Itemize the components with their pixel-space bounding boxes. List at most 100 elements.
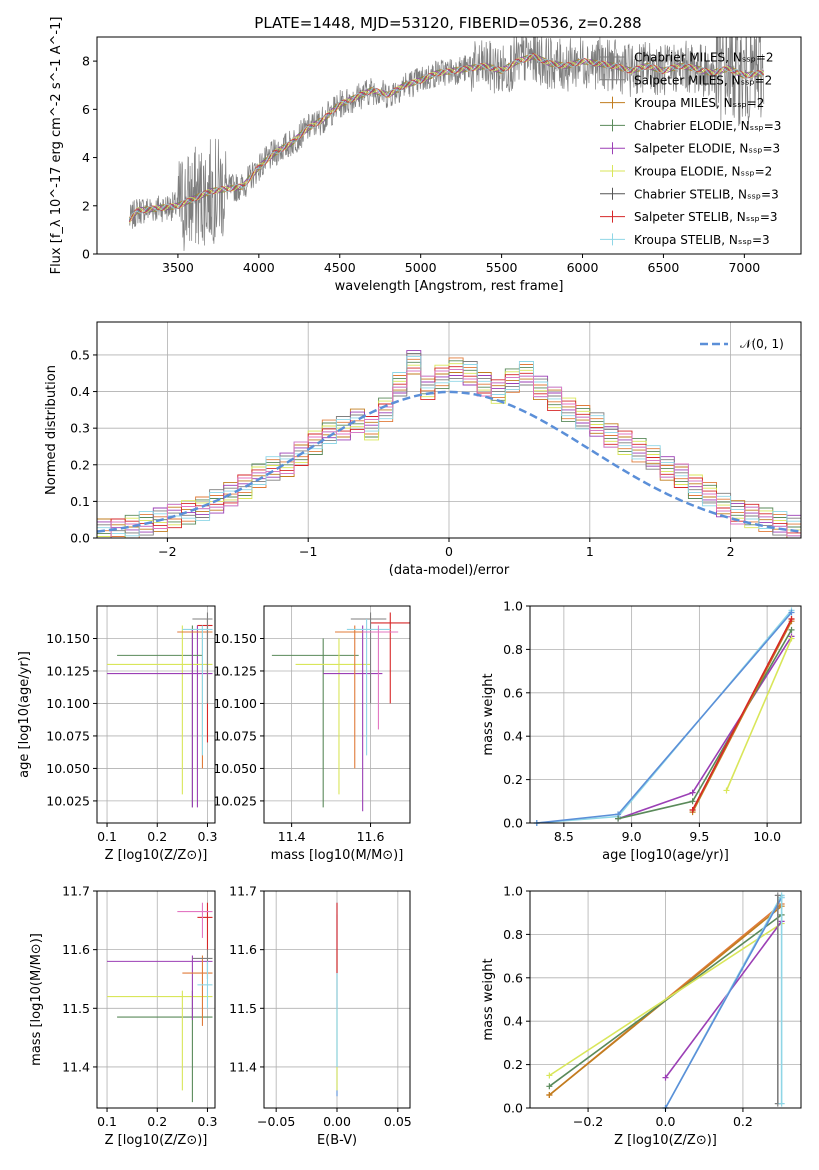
y-tick-label: 0.4 [503, 729, 523, 744]
panel-3: 0.1 0.2 0.3 10.025 10.050 10.075 10.100 10.125 1… [17, 605, 218, 863]
x-tick-label: 8.5 [554, 829, 574, 844]
x-tick-label: −0.2 [573, 1114, 603, 1129]
x-tick-label: 0.1 [97, 829, 117, 844]
x-tick-label: 0 [445, 544, 453, 559]
legend-entry: Chabrier MILES, Nₛₛₚ=2 [634, 51, 774, 65]
plot-area [546, 892, 785, 1111]
y-tick-label: 0.5 [70, 347, 90, 362]
x-tick-label: 0.2 [733, 1114, 753, 1129]
y-axis-label: mass [log10(M/M⊙)] [29, 933, 44, 1066]
x-tick-label: 0.3 [198, 1114, 218, 1129]
axes-frame [96, 605, 216, 824]
x-tick-label: −2 [158, 544, 176, 559]
y-tick-label: 11.7 [229, 884, 257, 899]
y-tick-label: 0.2 [503, 1057, 523, 1072]
histogram-step [96, 355, 801, 538]
y-tick-label: 0.2 [70, 457, 90, 472]
x-tick-label: 6500 [648, 260, 680, 275]
series-line [691, 620, 793, 813]
x-tick-label: 4500 [324, 260, 356, 275]
series-line [536, 609, 793, 824]
y-tick-label: 11.5 [229, 1001, 257, 1016]
legend-entry: Chabrier ELODIE, Nₛₛₚ=3 [634, 119, 781, 133]
legend-entry: Chabrier STELIB, Nₛₛₚ=3 [634, 187, 779, 201]
histogram-step [97, 369, 801, 539]
panel-8: −0.2 0.0 0.2 0.0 0.2 0.4 0.6 0.8 1.0 Z [log10(Z/Z… [481, 884, 802, 1148]
plot-area [107, 902, 213, 1103]
y-tick-label: 4 [82, 150, 90, 165]
y-tick-label: 11.4 [62, 1059, 90, 1074]
x-tick-label: 5500 [486, 260, 518, 275]
y-axis-label: mass weight [481, 958, 496, 1040]
series-marker [546, 1083, 553, 1090]
x-tick-label: 0.00 [323, 1114, 351, 1129]
x-tick-label: 2 [727, 544, 735, 559]
x-axis-label: Z [log10(Z/Z⊙)] [105, 848, 208, 863]
model-line [129, 53, 765, 222]
series-marker [615, 815, 622, 822]
x-tick-label: 1 [586, 544, 594, 559]
panel-6: 0.1 0.2 0.3 11.4 11.5 11.6 11.7 Z [log10(Z/Z⊙)]… [29, 884, 217, 1149]
y-tick-label: 11.6 [62, 942, 90, 957]
legend-entry: 𝒩(0, 1) [740, 337, 784, 351]
series-line [536, 611, 793, 824]
x-tick-label: 0.0 [656, 1114, 676, 1129]
axes-frame [96, 890, 216, 1109]
panel-1: Chabrier MILES, Nₛₛₚ=2 Salpeter MILES, Nₛ… [49, 17, 802, 294]
y-tick-label: 6 [82, 102, 90, 117]
x-tick-label: 6000 [567, 260, 599, 275]
y-tick-label: 10.125 [46, 663, 90, 678]
y-tick-label: 0.1 [70, 494, 90, 509]
panel-7: −0.05 0.00 0.05 11.4 11.5 11.6 11.7 E(B-V) [229, 884, 412, 1149]
x-axis-label: Z [log10(Z/Z⊙)] [614, 1133, 717, 1148]
plot-area [271, 612, 410, 812]
y-tick-label: 0.2 [503, 772, 523, 787]
y-tick-label: 0.3 [70, 421, 90, 436]
series-line [664, 920, 783, 1079]
x-tick-label: 0.2 [147, 1114, 167, 1129]
y-tick-label: 0 [82, 247, 90, 262]
y-tick-label: 10.100 [213, 696, 257, 711]
legend-entry: Kroupa STELIB, Nₛₛₚ=3 [634, 233, 770, 247]
series-line [691, 618, 793, 811]
series-marker [723, 787, 730, 794]
y-tick-label: 0.0 [503, 816, 523, 831]
y-axis-label: mass weight [481, 673, 496, 755]
y-tick-label: 0.4 [503, 1014, 523, 1029]
y-tick-label: 1.0 [503, 599, 523, 614]
series-line [725, 638, 793, 791]
x-tick-label: 11.4 [278, 829, 306, 844]
plot-area [107, 612, 213, 808]
legend-entry: Kroupa MILES, Nₛₛₚ=2 [634, 96, 764, 110]
legend-entry: Salpeter MILES, Nₛₛₚ=2 [634, 73, 772, 87]
y-tick-label: 10.075 [46, 728, 90, 743]
figure-title: PLATE=1448, MJD=53120, FIBERID=0536, z=0… [254, 14, 641, 32]
series-marker [788, 609, 795, 616]
y-tick-label: 11.4 [229, 1059, 257, 1074]
series-marker [788, 626, 795, 633]
spectrum-group [129, 37, 765, 251]
series-line [664, 897, 783, 1109]
x-axis-label: mass [log10(M/M⊙)] [271, 848, 404, 863]
x-tick-label: 9.0 [622, 829, 642, 844]
series-line [617, 629, 793, 820]
legend-entry: Salpeter STELIB, Nₛₛₚ=3 [634, 210, 778, 224]
x-tick-label: −1 [299, 544, 317, 559]
series-line [617, 635, 793, 820]
panel-4: 11.4 11.6 10.025 10.050 10.075 10.100 10.125 10… [213, 605, 411, 863]
plot-area: Chabrier MILES, Nₛₛₚ=2 Salpeter MILES, Nₛ… [129, 37, 781, 251]
plot-area [533, 607, 795, 826]
x-tick-label: 0.3 [198, 829, 218, 844]
y-tick-label: 0.6 [503, 970, 523, 985]
normal-curve [96, 390, 802, 533]
y-tick-label: 8 [82, 54, 90, 69]
series-marker [546, 1091, 553, 1098]
y-tick-label: 0.0 [503, 1101, 523, 1116]
y-tick-label: 10.050 [213, 761, 257, 776]
panel-5: 8.5 9.0 9.5 10.0 0.0 0.2 0.4 0.6 0.8 1.0 age [log1… [481, 599, 802, 863]
series-marker [546, 1072, 553, 1079]
y-tick-label: 0.8 [503, 642, 523, 657]
x-axis-label: wavelength [Angstrom, rest frame] [335, 279, 564, 294]
y-tick-label: 10.150 [46, 631, 90, 646]
legend-entry: Kroupa ELODIE, Nₛₛₚ=2 [634, 165, 772, 179]
